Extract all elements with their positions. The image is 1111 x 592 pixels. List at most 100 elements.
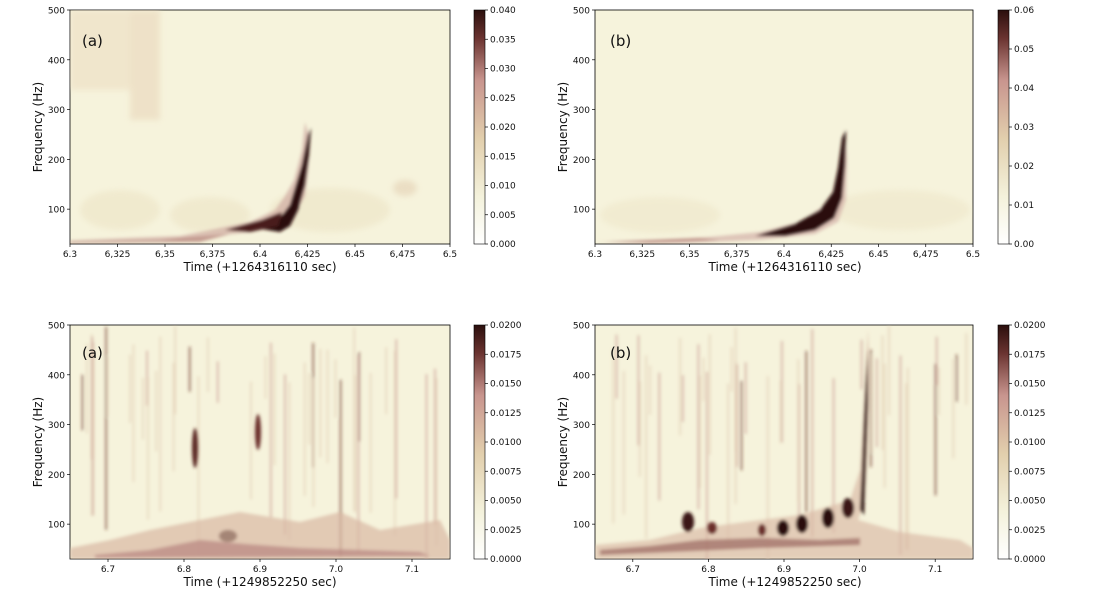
noise-streak	[899, 355, 902, 555]
noise-streak	[679, 337, 681, 436]
noise-streak	[781, 340, 783, 443]
x-axis-label: Time (+1249852250 sec)	[708, 575, 862, 589]
noise-streak	[357, 355, 360, 553]
noise-streak	[623, 371, 625, 515]
noise-streak	[142, 377, 144, 440]
noise-streak	[706, 371, 708, 559]
noise-streak	[870, 354, 873, 454]
y-tick-label: 500	[573, 7, 590, 17]
noise-streak	[615, 334, 618, 399]
colorbar-tick-label: 0.03	[1014, 123, 1034, 133]
noise-streak	[682, 375, 684, 423]
noise-streak	[326, 349, 329, 464]
colorbar-tick-label: 0.015	[490, 152, 516, 162]
colorbar-tick-label: 0.030	[490, 65, 516, 75]
colorbar-tick-label: 0.0025	[1014, 526, 1046, 536]
x-tick-label: 7.1	[405, 565, 419, 575]
y-axis-label: Frequency (Hz)	[556, 82, 570, 173]
y-tick-label: 200	[48, 471, 65, 481]
colorbar-tick-label: 0.005	[490, 211, 516, 221]
noise-streak	[937, 367, 940, 416]
noise-streak	[955, 354, 958, 402]
x-tick-labels: 6.7 6.8 6.9 7.0 7.1	[101, 559, 419, 575]
panel-bottom-right: (b) 6.7 6.8 6.9 7.0 7.1 100 200 300 400 500 Time…	[556, 321, 1046, 589]
colorbar-tick-labels: 0.0000 0.0025 0.0050 0.0075 0.0100 0.0125 0.01…	[485, 321, 522, 565]
noise-streak	[767, 376, 769, 559]
colorbar-tick-label: 0.010	[490, 182, 516, 192]
panel-label: (b)	[610, 344, 631, 362]
noise-streak	[658, 372, 661, 501]
y-tick-label: 300	[48, 106, 65, 116]
colorbar-tick-label: 0.00	[1014, 240, 1034, 250]
colorbar-tick-label: 0.0075	[490, 467, 522, 477]
noise-streak	[883, 363, 886, 488]
noise-streak	[736, 364, 738, 468]
y-tick-label: 500	[573, 322, 590, 332]
x-tick-labels: 6.3 6,325 6,35 6,375 6.4 6,425 6.45 6,475 6.5	[588, 244, 980, 260]
y-tick-label: 100	[573, 521, 590, 531]
colorbar-tick-label: 0.040	[490, 6, 516, 16]
noise-streak	[369, 372, 372, 513]
heatmap-blobs	[70, 10, 417, 243]
y-tick-label: 400	[48, 371, 65, 381]
y-tick-labels: 100 200 300 400 500	[573, 322, 595, 531]
heatmap-blobs	[70, 326, 450, 559]
colorbar-tick-labels: 0.0000 0.0025 0.0050 0.0075 0.0100 0.0125 0.01…	[1009, 321, 1046, 565]
noise-streak	[637, 335, 640, 446]
x-axis-label: Time (+1264316110 sec)	[183, 260, 337, 274]
noise-streak	[385, 347, 388, 415]
x-tick-label: 6.4	[777, 250, 792, 260]
noise-streak	[188, 346, 191, 392]
colorbar	[997, 9, 1010, 245]
colorbar-tick-label: 0.0200	[1014, 321, 1046, 331]
x-tick-label: 6.7	[626, 565, 640, 575]
x-tick-label: 6.9	[777, 565, 792, 575]
noise-streak	[805, 350, 808, 513]
y-tick-label: 300	[48, 421, 65, 431]
noise-streak	[907, 367, 909, 551]
x-axis-label: Time (+1249852250 sec)	[183, 575, 337, 589]
y-axis-label: Frequency (Hz)	[31, 82, 45, 173]
x-tick-labels: 6.3 6,325 6,35 6,375 6.4 6,425 6.45 6,475 6.5	[63, 244, 457, 260]
colorbar-tick-label: 0.0175	[1014, 350, 1046, 360]
noise-streak	[870, 349, 872, 468]
noise-streak	[740, 380, 743, 471]
noise-streak	[172, 362, 175, 472]
x-tick-label: 7.0	[852, 565, 867, 575]
noise-streak	[395, 339, 398, 499]
colorbar-tick-labels: 0.000 0.005 0.010 0.015 0.020 0.025 0.030 0.035…	[485, 6, 516, 250]
colorbar-tick-label: 0.0000	[1014, 555, 1046, 565]
y-tick-label: 400	[48, 56, 65, 66]
colorbar-tick-label: 0.0050	[490, 497, 522, 507]
panel-label: (a)	[82, 32, 103, 50]
colorbar-tick-label: 0.0150	[490, 380, 522, 390]
noise-streak	[744, 362, 747, 434]
noise-streak	[86, 343, 88, 434]
noise-streak	[702, 357, 705, 402]
x-tick-label: 6.4	[253, 250, 268, 260]
noise-streak	[798, 384, 800, 525]
colorbar-tick-label: 0.05	[1014, 45, 1034, 55]
noise-streak	[435, 378, 438, 546]
noise-streak	[270, 342, 272, 519]
heatmap-blobs	[595, 325, 973, 559]
y-tick-labels: 100 200 300 400 500	[48, 7, 70, 216]
colorbar-tick-label: 0.02	[1014, 162, 1034, 172]
x-tick-label: 6.5	[443, 250, 457, 260]
noise-streak	[159, 336, 162, 512]
y-axis-label: Frequency (Hz)	[556, 397, 570, 488]
colorbar-tick-label: 0.0150	[1014, 380, 1046, 390]
colorbar-tick-label: 0.0100	[490, 438, 522, 448]
colorbar-tick-label: 0.0125	[490, 409, 522, 419]
colorbar-tick-label: 0.01	[1014, 201, 1034, 211]
colorbar-tick-label: 0.0175	[490, 350, 522, 360]
x-tick-label: 6,325	[105, 250, 131, 260]
y-tick-label: 200	[573, 156, 590, 166]
x-tick-label: 6.8	[177, 565, 192, 575]
colorbar-tick-label: 0.0125	[1014, 409, 1046, 419]
x-tick-labels: 6.7 6.8 6.9 7.0 7.1	[626, 559, 942, 575]
x-tick-label: 6.7	[101, 565, 115, 575]
noise-streak	[147, 377, 149, 520]
noise-streak	[888, 325, 890, 416]
colorbar	[997, 324, 1010, 560]
